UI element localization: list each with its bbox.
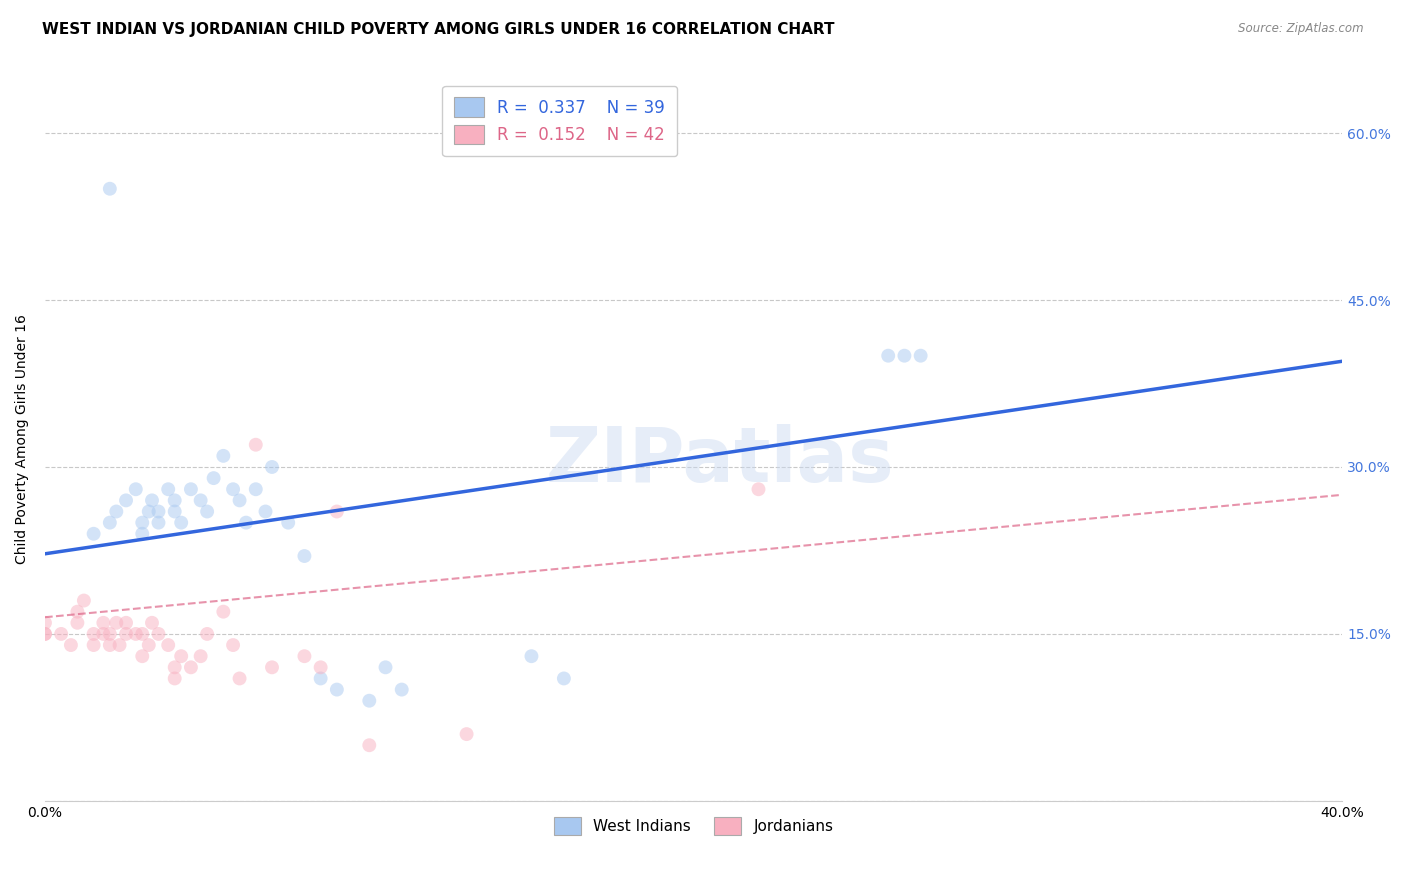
Text: Source: ZipAtlas.com: Source: ZipAtlas.com: [1239, 22, 1364, 36]
Point: [202, 471, 225, 485]
Point: [98, 627, 121, 641]
Point: [115, 627, 138, 641]
Legend: West Indians, Jordanians: West Indians, Jordanians: [544, 808, 842, 844]
Point: [190, 649, 212, 664]
Point: [138, 638, 160, 652]
Point: [212, 605, 235, 619]
Point: [391, 682, 413, 697]
Point: [98, 638, 121, 652]
Point: [309, 672, 332, 686]
Point: [180, 660, 202, 674]
Point: [163, 493, 186, 508]
Point: [212, 449, 235, 463]
Point: [59, 638, 82, 652]
Point: [83, 526, 105, 541]
Point: [66, 605, 89, 619]
Point: [170, 516, 193, 530]
Point: [877, 349, 900, 363]
Point: [115, 493, 138, 508]
Point: [163, 504, 186, 518]
Point: [115, 615, 138, 630]
Point: [51, 627, 73, 641]
Point: [34, 627, 56, 641]
Point: [98, 516, 121, 530]
Point: [228, 493, 250, 508]
Point: [359, 738, 381, 752]
Point: [83, 627, 105, 641]
Point: [34, 627, 56, 641]
Point: [93, 615, 115, 630]
Point: [893, 349, 915, 363]
Point: [260, 460, 283, 475]
Point: [98, 182, 121, 196]
Point: [73, 593, 96, 607]
Point: [747, 482, 769, 496]
Point: [359, 694, 381, 708]
Point: [125, 482, 148, 496]
Point: [163, 672, 186, 686]
Point: [260, 660, 283, 674]
Text: WEST INDIAN VS JORDANIAN CHILD POVERTY AMONG GIRLS UNDER 16 CORRELATION CHART: WEST INDIAN VS JORDANIAN CHILD POVERTY A…: [42, 22, 835, 37]
Point: [148, 504, 170, 518]
Point: [141, 493, 163, 508]
Point: [131, 516, 153, 530]
Point: [254, 504, 277, 518]
Point: [148, 627, 170, 641]
Point: [93, 627, 115, 641]
Y-axis label: Child Poverty Among Girls Under 16: Child Poverty Among Girls Under 16: [15, 314, 30, 564]
Point: [294, 649, 316, 664]
Point: [195, 627, 218, 641]
Point: [520, 649, 543, 664]
Point: [195, 504, 218, 518]
Point: [228, 672, 250, 686]
Point: [105, 615, 128, 630]
Point: [190, 493, 212, 508]
Point: [108, 638, 131, 652]
Point: [148, 516, 170, 530]
Point: [235, 516, 257, 530]
Point: [131, 526, 153, 541]
Point: [326, 682, 349, 697]
Point: [910, 349, 932, 363]
Point: [277, 516, 299, 530]
Text: ZIPatlas: ZIPatlas: [546, 424, 894, 498]
Point: [180, 482, 202, 496]
Point: [125, 627, 148, 641]
Point: [309, 660, 332, 674]
Point: [66, 615, 89, 630]
Point: [34, 615, 56, 630]
Point: [157, 638, 180, 652]
Point: [163, 660, 186, 674]
Point: [245, 438, 267, 452]
Point: [131, 627, 153, 641]
Point: [222, 638, 245, 652]
Point: [170, 649, 193, 664]
Point: [138, 504, 160, 518]
Point: [245, 482, 267, 496]
Point: [553, 672, 575, 686]
Point: [374, 660, 396, 674]
Point: [157, 482, 180, 496]
Point: [222, 482, 245, 496]
Point: [456, 727, 478, 741]
Point: [105, 504, 128, 518]
Point: [294, 549, 316, 563]
Point: [326, 504, 349, 518]
Point: [141, 615, 163, 630]
Point: [131, 649, 153, 664]
Point: [83, 638, 105, 652]
